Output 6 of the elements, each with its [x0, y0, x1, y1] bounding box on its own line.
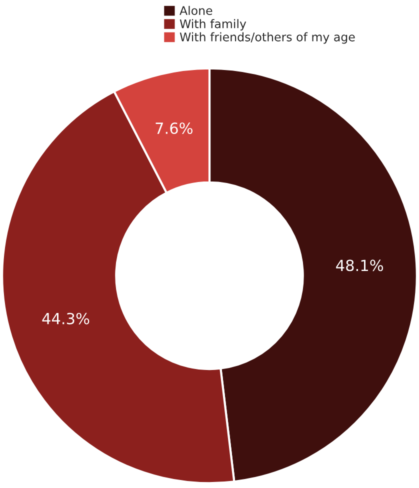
legend-label: With family	[180, 19, 246, 31]
legend-label: With friends/others of my age	[180, 32, 355, 44]
legend-label: Alone	[180, 6, 212, 16]
data-label: 44.3%	[42, 312, 90, 324]
data-label: 48.1%	[336, 260, 384, 272]
data-label: 7.6%	[156, 122, 192, 134]
